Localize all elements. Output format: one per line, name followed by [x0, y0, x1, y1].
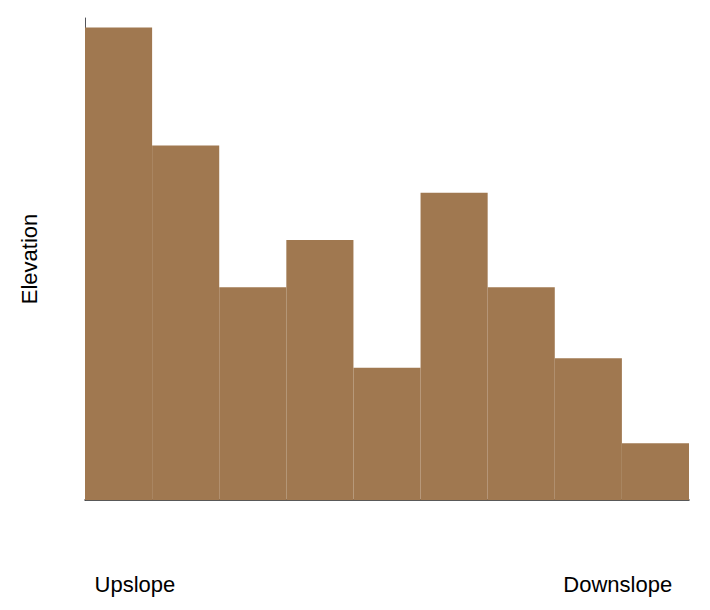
svg-text:Downslope: Downslope — [563, 572, 672, 597]
svg-text:Elevation: Elevation — [17, 214, 42, 305]
svg-text:Upslope: Upslope — [95, 572, 176, 597]
